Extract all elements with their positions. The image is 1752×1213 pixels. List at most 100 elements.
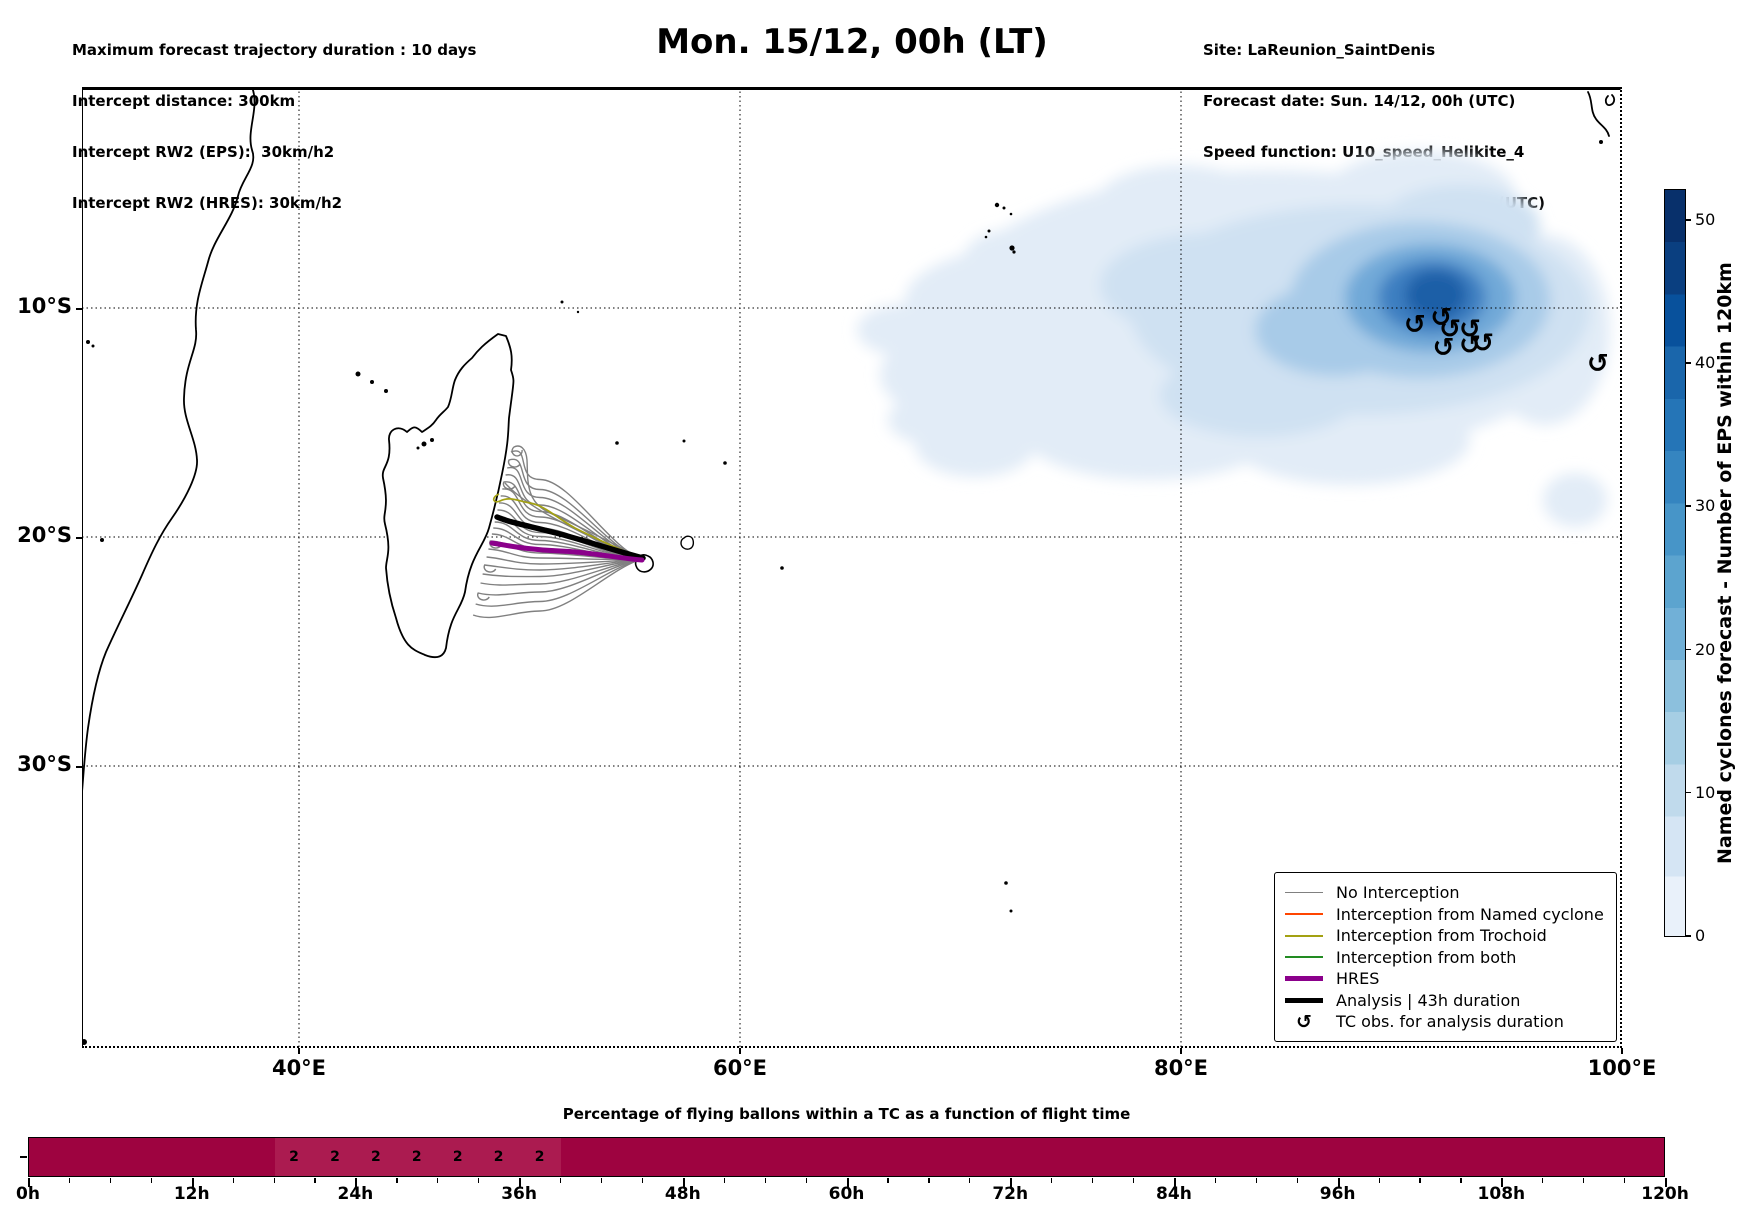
forecast-date-text: Forecast date: Sun. 14/12, 00h (UTC) [1203, 92, 1516, 110]
hour-tick [314, 1178, 316, 1183]
max-duration-text: Maximum forecast trajectory duration : 1… [72, 41, 477, 59]
legend-item-label: No Interception [1336, 883, 1460, 902]
hour-tick-label: 120h [1641, 1184, 1689, 1204]
colorbar-tick [1686, 219, 1691, 221]
hour-tick [1010, 1178, 1013, 1187]
hour-tick [1624, 1178, 1626, 1183]
map-legend: No Interception Interception from Named c… [1274, 872, 1617, 1042]
intercept-distance-text: Intercept distance: 300km [72, 92, 296, 110]
hour-tick [1583, 1178, 1585, 1183]
site-text: Site: LaReunion_SaintDenis [1203, 41, 1436, 59]
legend-item: Interception from both [1285, 947, 1606, 968]
hour-tick [1173, 1178, 1176, 1187]
trajectory-trochoid-olive [492, 493, 640, 558]
top-right-island-2 [1604, 94, 1615, 106]
lat-tick [76, 308, 82, 310]
trajectory-analysis-black [493, 514, 646, 561]
intercept-rw2-hres-text: Intercept RW2 (HRES): 30km/h2 [72, 194, 343, 212]
intercept-rw2-eps-text: Intercept RW2 (EPS): 30km/h2 [72, 143, 335, 161]
hour-tick [887, 1178, 889, 1183]
lat-tick-label: 30°S [17, 752, 72, 776]
tc-obs-marker: ↺ [1458, 315, 1480, 345]
lat-tick [76, 537, 82, 539]
legend-sample [1285, 956, 1323, 958]
tc-symbol-icon: ↺ [1296, 1010, 1312, 1033]
legend-item-label: Analysis | 43h duration [1336, 990, 1521, 1010]
hour-tick [1501, 1178, 1504, 1187]
legend-item: No Interception [1285, 882, 1606, 903]
hour-tick [28, 1178, 30, 1187]
lon-tick [1621, 1048, 1623, 1054]
page-title: Mon. 15/12, 00h (LT) [656, 22, 1048, 62]
legend-sample [1285, 997, 1323, 1003]
lon-tick-label: 40°E [271, 1056, 327, 1080]
hour-tick [191, 1178, 194, 1187]
eps-trajectory [496, 509, 642, 560]
eps-trajectory [483, 558, 642, 573]
hour-tick [1296, 1178, 1298, 1183]
tc-obs-marker: ↺ [1403, 310, 1425, 340]
tc-obs-marker: ↺ [1586, 349, 1608, 379]
tc-obs-marker: ↺ [1472, 328, 1494, 358]
trajectory-hres-purple [489, 540, 644, 563]
legend-item-label: HRES [1336, 969, 1380, 988]
eps-trajectory [507, 458, 642, 560]
hour-tick-label: 24h [337, 1184, 374, 1204]
bar-value-label: 2 [330, 1149, 340, 1165]
colorbar-tick-label: 40 [1695, 353, 1716, 373]
legend-sample [1285, 892, 1323, 893]
legend-item-label: Interception from Named cyclone [1336, 904, 1604, 924]
header-left-block: Maximum forecast trajectory duration : 1… [72, 8, 476, 229]
colorbar-tick-label: 0 [1695, 926, 1706, 945]
eps-density-heatmap [856, 151, 1610, 527]
colorbar-tick [1686, 505, 1691, 507]
hour-tick-label: 108h [1477, 1184, 1526, 1204]
lat-tick-label: 20°S [17, 523, 72, 547]
hour-tick-label: 60h [828, 1184, 865, 1204]
hour-tick [273, 1178, 275, 1183]
hour-tick [641, 1178, 644, 1183]
legend-item: HRES [1285, 968, 1606, 989]
hour-tick [1133, 1178, 1135, 1183]
mauritius-island-outline [679, 535, 694, 550]
colorbar-tick [1686, 648, 1691, 651]
hour-tick [478, 1178, 480, 1183]
tc-obs-marker: ↺ [1458, 331, 1480, 361]
hour-tick [150, 1178, 152, 1183]
eps-trajectory [485, 556, 642, 565]
legend-sample [1285, 934, 1323, 937]
map-panel: ↺ ↺ ↺ ↺ ↺ ↺ ↺ ↺ [81, 87, 1622, 1048]
legend-item-label: Interception from both [1336, 947, 1517, 967]
hour-tick-label: 0h [16, 1184, 40, 1204]
legend-line-sample [1285, 913, 1323, 915]
hour-tick [1419, 1178, 1421, 1183]
colorbar-tick [1686, 935, 1691, 937]
legend-item: ↺ TC obs. for analysis duration [1285, 1011, 1606, 1032]
bar-value-label: 2 [452, 1149, 463, 1165]
hour-tick-label: 48h [664, 1184, 701, 1204]
bottom-chart-title: Percentage of flying ballons within a TC… [562, 1105, 1131, 1123]
island-specks [81, 140, 1603, 1045]
lon-tick-label: 60°E [712, 1056, 768, 1080]
eps-trajectory [510, 450, 642, 560]
colorbar-label: Named cyclones forecast - Number of EPS … [1714, 262, 1736, 864]
eps-trajectory [510, 445, 642, 560]
hour-tick-label: 36h [501, 1184, 537, 1204]
hour-tick [600, 1178, 603, 1183]
eps-trajectory [474, 558, 642, 607]
hour-tick-label: 12h [173, 1184, 210, 1204]
colorbar-tick-label: 50 [1695, 210, 1716, 229]
lon-tick-label: 80°E [1153, 1056, 1209, 1080]
graticule [81, 87, 1622, 1048]
hour-tick [805, 1178, 807, 1183]
legend-line-sample [1285, 956, 1323, 958]
hour-tick [928, 1178, 930, 1183]
hour-tick [1051, 1178, 1053, 1183]
eps-trajectory [472, 558, 642, 619]
legend-line-sample [1285, 997, 1323, 1003]
hour-tick [68, 1178, 71, 1183]
hour-tick [1092, 1178, 1094, 1183]
hour-tick [355, 1178, 358, 1187]
tc-obs-marker: ↺ [1439, 315, 1461, 345]
legend-sample [1285, 976, 1323, 981]
